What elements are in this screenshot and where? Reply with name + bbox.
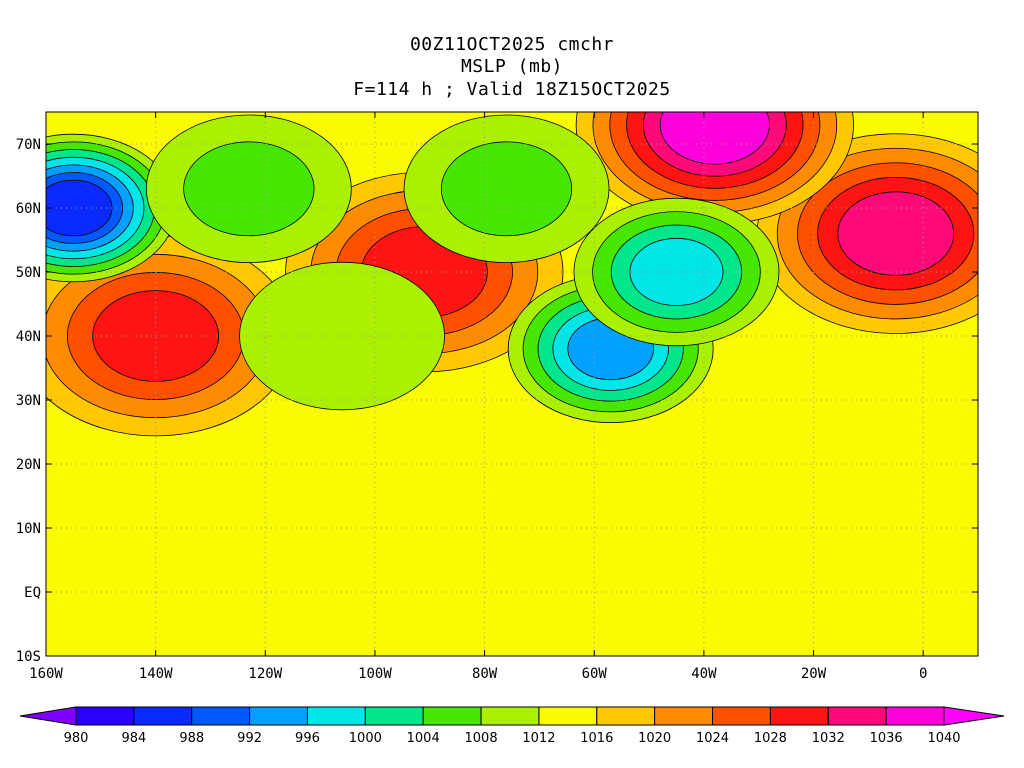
lon-label: 40W [691,666,717,682]
lat-label: 30N [16,393,41,409]
colorbar-box [596,706,656,726]
isobar-1032 [837,191,955,276]
colorbar-box [191,706,251,726]
colorbar-label: 1040 [927,731,960,746]
isobar-1028 [92,290,220,382]
colorbar: 980 984 988 992 996 1000 1004 1008 1012 1016 1020 1… [19,706,1005,746]
colorbar-label: 984 [121,731,146,746]
lat-label: EQ [24,585,41,601]
pressure-low-center [403,114,610,264]
colorbar-label: 1036 [870,731,903,746]
lon-label: 60W [582,666,608,682]
colorbar-box [306,706,366,726]
colorbar-low-triangle [19,706,77,726]
chart-title-line-3: F=114 h ; Valid 18Z15OCT2025 [353,79,671,100]
lon-label: 120W [248,666,282,682]
colorbar-label: 996 [295,731,320,746]
lat-label: 40N [16,329,41,345]
colorbar-box [364,706,424,726]
colorbar-box [422,706,482,726]
map-frame [45,111,979,657]
colorbar-label: 1008 [465,731,498,746]
colorbar-label: 1012 [522,731,555,746]
colorbar-label: 1020 [638,731,671,746]
lon-label: 0 [919,666,927,682]
pressure-low-center [46,133,177,283]
map-axes: 160W 140W 120W 100W 80W 60W 40W 20W 0 70N 60N 50N 40… [16,112,978,682]
lat-label: 70N [16,137,41,153]
lat-label: 60N [16,201,41,217]
colorbar-label: 1000 [349,731,382,746]
lon-label: 20W [801,666,827,682]
colorbar-label: 1004 [407,731,440,746]
isobar-1004 [183,141,315,237]
graticule [46,112,978,656]
chart-title-line-1: 00Z11OCT2025 cmchr [409,34,615,55]
isobar-1036 [659,112,770,165]
colorbar-high-triangle [943,706,1005,726]
lon-label: 100W [358,666,392,682]
pressure-low-center [145,114,352,264]
colorbar-box [827,706,887,726]
colorbar-box [133,706,193,726]
colorbar-label: 988 [179,731,204,746]
colorbar-box [712,706,771,726]
colorbar-box [654,706,714,726]
lat-label: 50N [16,265,41,281]
colorbar-label: 1032 [812,731,845,746]
colorbar-label: 980 [64,731,89,746]
pressure-high-center [575,112,854,226]
lon-label: 140W [139,666,173,682]
colorbar-box [249,706,308,726]
lon-label: 80W [472,666,498,682]
lon-label: 160W [29,666,63,682]
isobar-1004 [440,141,573,237]
lat-label: 10N [16,521,41,537]
colorbar-label: 1016 [580,731,613,746]
pressure-high-center [756,133,978,334]
colorbar-label: 1028 [754,731,787,746]
chart-title-line-2: MSLP (mb) [460,56,564,77]
colorbar-box [538,706,598,726]
colorbar-box [75,706,135,726]
colorbar-box [480,706,540,726]
colorbar-box [885,706,945,726]
pressure-low-center [239,261,445,411]
colorbar-label: 1024 [696,731,729,746]
lat-label: 20N [16,457,41,473]
colorbar-box [769,706,829,726]
isobar-1008 [239,261,445,411]
isobar-984 [46,179,113,237]
pressure-map [46,112,978,656]
lat-label: 10S [16,649,41,665]
colorbar-label: 992 [237,731,262,746]
